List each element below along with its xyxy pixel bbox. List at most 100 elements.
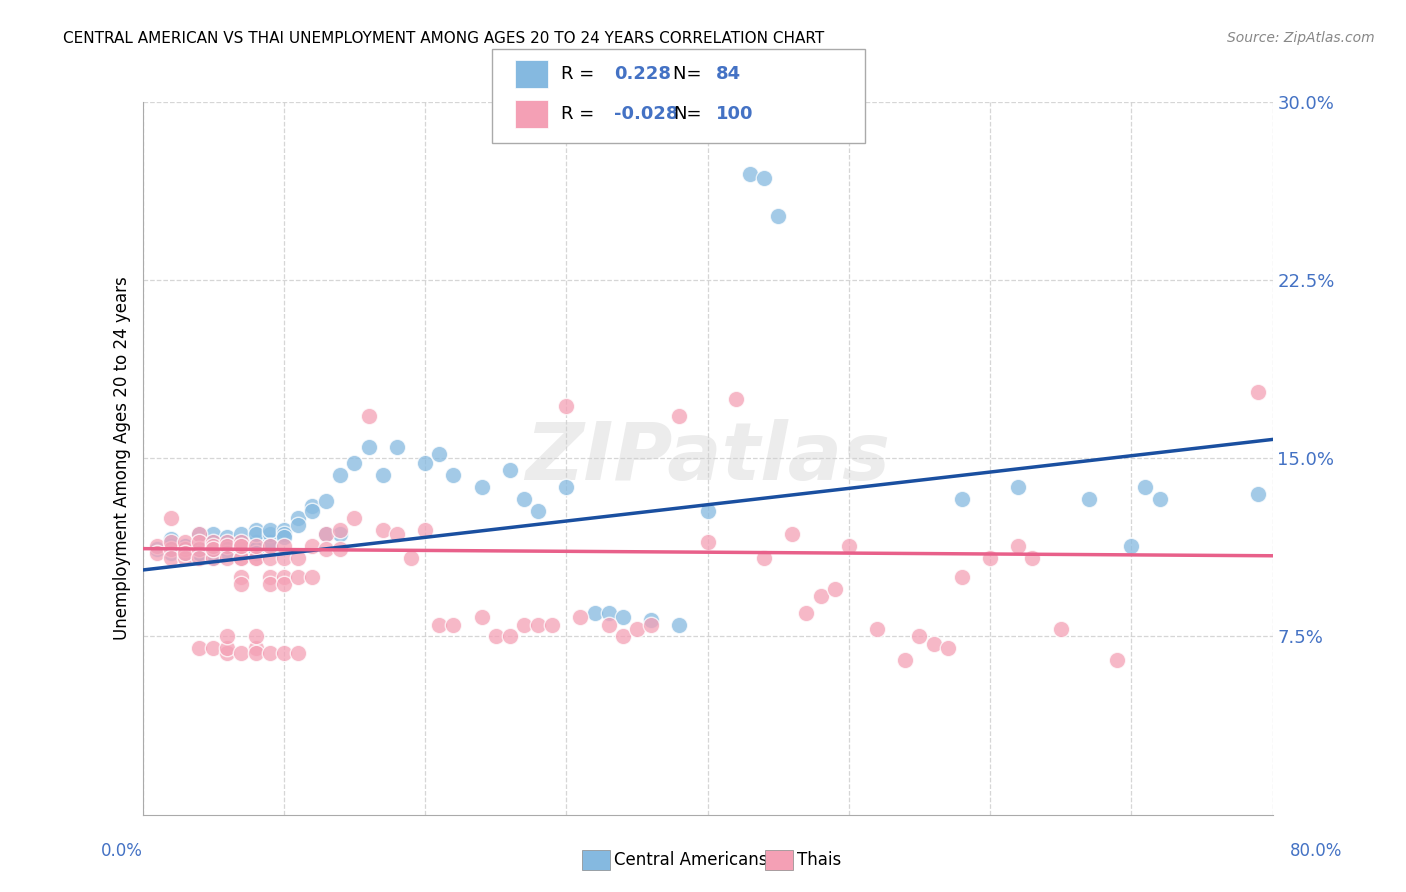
Text: 0.228: 0.228 bbox=[614, 65, 672, 83]
Point bbox=[441, 617, 464, 632]
Point bbox=[738, 167, 761, 181]
Point bbox=[315, 527, 337, 541]
Point bbox=[174, 539, 197, 553]
Point bbox=[159, 534, 181, 549]
Point bbox=[343, 510, 366, 524]
Point bbox=[245, 523, 267, 537]
Point bbox=[231, 546, 253, 560]
Point bbox=[188, 546, 211, 560]
Point bbox=[287, 517, 309, 532]
Point bbox=[231, 646, 253, 660]
Point bbox=[217, 546, 239, 560]
Point bbox=[1077, 491, 1099, 506]
Point bbox=[245, 630, 267, 644]
Point bbox=[245, 551, 267, 566]
Text: R =: R = bbox=[561, 105, 600, 123]
Point bbox=[301, 570, 323, 584]
Point bbox=[668, 617, 690, 632]
Point bbox=[231, 534, 253, 549]
Point bbox=[1149, 491, 1171, 506]
Point bbox=[202, 541, 225, 556]
Point bbox=[159, 541, 181, 556]
Point bbox=[301, 539, 323, 553]
Point bbox=[188, 641, 211, 656]
Text: Thais: Thais bbox=[797, 851, 841, 869]
Point bbox=[838, 539, 860, 553]
Point bbox=[188, 541, 211, 556]
Point bbox=[399, 551, 422, 566]
Point bbox=[301, 503, 323, 517]
Point bbox=[598, 617, 620, 632]
Point bbox=[217, 539, 239, 553]
Point bbox=[231, 534, 253, 549]
Point bbox=[273, 530, 295, 544]
Point bbox=[259, 551, 281, 566]
Point bbox=[527, 617, 550, 632]
Point bbox=[217, 641, 239, 656]
Point bbox=[273, 570, 295, 584]
Point bbox=[626, 623, 648, 637]
Point bbox=[217, 546, 239, 560]
Text: ZIPatlas: ZIPatlas bbox=[524, 419, 890, 498]
Point bbox=[174, 534, 197, 549]
Point bbox=[188, 539, 211, 553]
Point bbox=[1021, 551, 1043, 566]
Y-axis label: Unemployment Among Ages 20 to 24 years: Unemployment Among Ages 20 to 24 years bbox=[114, 277, 131, 640]
Text: Source: ZipAtlas.com: Source: ZipAtlas.com bbox=[1227, 31, 1375, 45]
Point bbox=[499, 463, 522, 477]
Point bbox=[273, 646, 295, 660]
Point bbox=[696, 503, 718, 517]
Point bbox=[315, 527, 337, 541]
Point bbox=[188, 551, 211, 566]
Point bbox=[202, 541, 225, 556]
Point bbox=[231, 539, 253, 553]
Point bbox=[427, 447, 450, 461]
Point bbox=[273, 527, 295, 541]
Point bbox=[259, 534, 281, 549]
Point bbox=[824, 582, 846, 596]
Point bbox=[810, 589, 832, 603]
Point bbox=[217, 534, 239, 549]
Point bbox=[950, 491, 973, 506]
Point bbox=[188, 546, 211, 560]
Point bbox=[1049, 623, 1071, 637]
Point bbox=[555, 480, 578, 494]
Point bbox=[371, 468, 394, 483]
Point bbox=[1135, 480, 1157, 494]
Point bbox=[752, 551, 775, 566]
Point bbox=[273, 523, 295, 537]
Point bbox=[245, 539, 267, 553]
Point bbox=[1007, 480, 1029, 494]
Point bbox=[343, 456, 366, 470]
Point bbox=[541, 617, 564, 632]
Point bbox=[612, 610, 634, 624]
Point bbox=[922, 637, 945, 651]
Point bbox=[894, 653, 917, 667]
Point bbox=[202, 541, 225, 556]
Point bbox=[231, 527, 253, 541]
Point bbox=[231, 541, 253, 556]
Point bbox=[202, 534, 225, 549]
Point bbox=[752, 171, 775, 186]
Point bbox=[159, 551, 181, 566]
Point bbox=[1247, 487, 1270, 501]
Point bbox=[385, 527, 408, 541]
Point bbox=[174, 546, 197, 560]
Point bbox=[612, 630, 634, 644]
Point bbox=[413, 523, 436, 537]
Point bbox=[188, 541, 211, 556]
Point bbox=[245, 541, 267, 556]
Text: CENTRAL AMERICAN VS THAI UNEMPLOYMENT AMONG AGES 20 TO 24 YEARS CORRELATION CHAR: CENTRAL AMERICAN VS THAI UNEMPLOYMENT AM… bbox=[63, 31, 824, 46]
Point bbox=[174, 551, 197, 566]
Point bbox=[217, 541, 239, 556]
Point bbox=[1107, 653, 1129, 667]
Point bbox=[555, 399, 578, 413]
Point bbox=[259, 646, 281, 660]
Point bbox=[231, 539, 253, 553]
Point bbox=[329, 527, 352, 541]
Point bbox=[217, 646, 239, 660]
Point bbox=[1247, 384, 1270, 399]
Point bbox=[245, 551, 267, 566]
Text: 84: 84 bbox=[716, 65, 741, 83]
Point bbox=[766, 209, 789, 223]
